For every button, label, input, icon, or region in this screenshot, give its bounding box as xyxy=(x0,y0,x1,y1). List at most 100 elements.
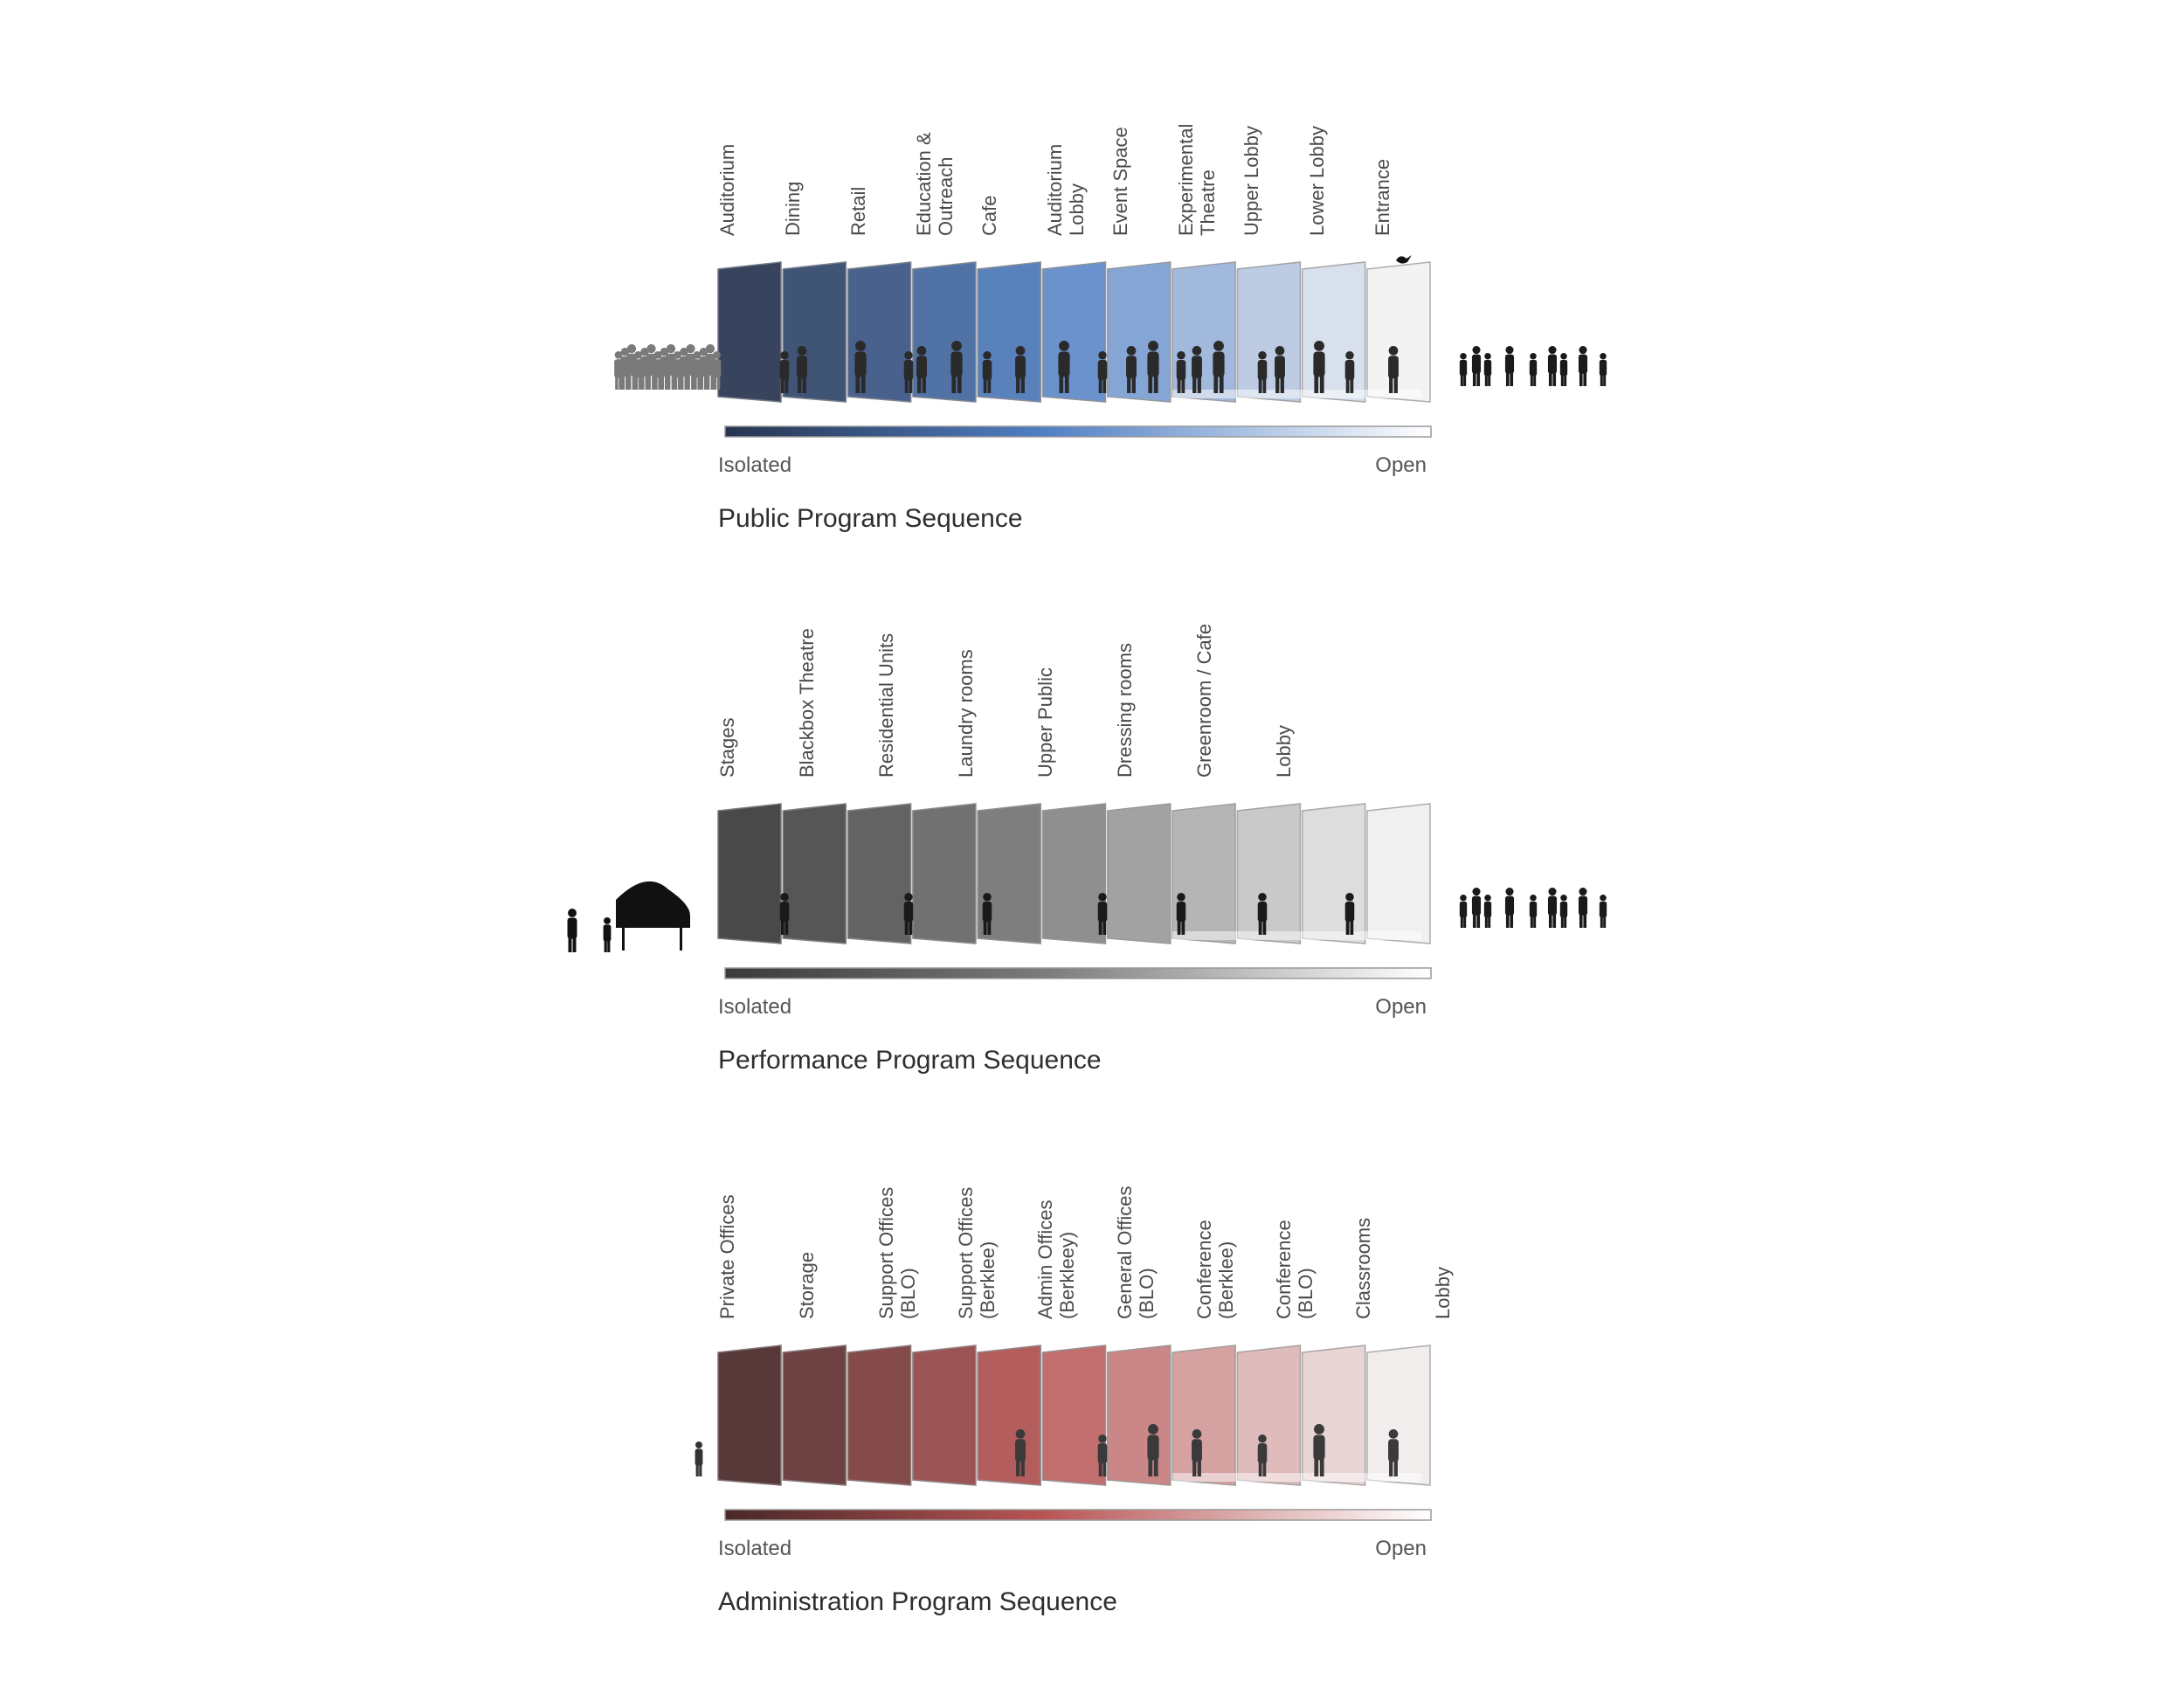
person-silhouette xyxy=(854,341,867,393)
panel xyxy=(1366,803,1431,944)
program-label: Retail xyxy=(847,187,869,236)
panel xyxy=(1236,261,1302,403)
program-label: Support Offices(Berklee) xyxy=(955,1187,999,1319)
program-label-line: (BLO) xyxy=(897,1268,919,1319)
program-label: Dining xyxy=(782,182,804,236)
program-label-line: Theatre xyxy=(1197,169,1219,236)
panel xyxy=(1107,261,1171,403)
person-silhouette xyxy=(1388,346,1399,393)
person-silhouette xyxy=(1313,1424,1325,1476)
seated-person-silhouette xyxy=(695,1442,703,1476)
person-silhouette xyxy=(779,351,790,393)
visitor-silhouette xyxy=(1599,353,1607,386)
program-label-line: Lobby xyxy=(1432,1267,1454,1319)
program-label-line: Event Space xyxy=(1109,127,1131,236)
program-label-line: (Berklee) xyxy=(1215,1241,1237,1319)
scale-label-isolated: Isolated xyxy=(718,1537,791,1560)
program-label-line: General Offices xyxy=(1114,1186,1136,1319)
program-label: Upper Public xyxy=(1034,667,1056,778)
visitor-silhouette xyxy=(1599,894,1607,928)
panel xyxy=(847,803,912,944)
program-label-line: (Berkleey) xyxy=(1056,1232,1078,1319)
person-silhouette xyxy=(950,341,963,393)
program-label-line: Conference xyxy=(1273,1220,1295,1319)
program-label: Auditorium xyxy=(716,144,738,236)
panel xyxy=(912,1345,977,1486)
program-label: Upper Lobby xyxy=(1241,126,1262,236)
program-label: Residential Units xyxy=(875,633,897,778)
person-silhouette xyxy=(797,346,807,393)
visitor-silhouette xyxy=(1559,894,1568,928)
visitor-silhouette xyxy=(1459,353,1468,386)
person-silhouette xyxy=(1192,346,1202,393)
visitor-silhouette xyxy=(1504,346,1515,386)
pianist-silhouette xyxy=(603,917,612,952)
person-silhouette xyxy=(1257,1435,1268,1476)
person-silhouette xyxy=(779,892,790,935)
visitor-silhouette xyxy=(1578,888,1588,928)
panel xyxy=(1366,261,1431,403)
panel xyxy=(977,261,1041,403)
panel xyxy=(1301,261,1366,403)
program-label: Lower Lobby xyxy=(1306,126,1328,236)
isolation-scale-bar xyxy=(724,425,1432,438)
panel xyxy=(717,1345,782,1486)
person-silhouette xyxy=(982,892,992,935)
program-label-line: Dining xyxy=(782,182,804,236)
program-label-line: Admin Offices xyxy=(1034,1200,1056,1319)
visitor-silhouette xyxy=(1471,888,1482,928)
visitor-silhouette xyxy=(1483,894,1492,928)
panel xyxy=(1366,1345,1431,1486)
program-label-line: Experimental xyxy=(1175,124,1197,236)
person-silhouette xyxy=(1126,346,1137,393)
program-label: Greenroom / Cafe xyxy=(1193,624,1215,778)
queue-silhouette xyxy=(712,351,722,390)
panel xyxy=(977,803,1041,944)
visitor-silhouette xyxy=(1559,353,1568,386)
person-silhouette xyxy=(1344,351,1355,393)
person-silhouette xyxy=(1058,341,1070,393)
program-label: Laundry rooms xyxy=(955,649,977,778)
program-label-line: Lower Lobby xyxy=(1306,126,1328,236)
program-label: Private Offices xyxy=(716,1194,738,1319)
program-label: Conference(Berklee) xyxy=(1193,1220,1237,1319)
person-silhouette xyxy=(1275,346,1285,393)
floor-glow xyxy=(1172,390,1421,398)
program-label-line: Private Offices xyxy=(716,1194,738,1319)
program-label: Classrooms xyxy=(1352,1218,1374,1319)
panel xyxy=(717,803,782,944)
person-silhouette xyxy=(1388,1429,1399,1476)
person-silhouette xyxy=(1192,1429,1202,1476)
person-silhouette xyxy=(982,351,992,393)
program-label-line: Auditorium xyxy=(1044,144,1066,236)
panel xyxy=(1301,1345,1366,1486)
program-label: Dressing rooms xyxy=(1114,643,1136,778)
visitor-silhouette xyxy=(1578,346,1588,386)
panel xyxy=(782,261,847,403)
program-label-line: Classrooms xyxy=(1352,1218,1374,1319)
program-label-line: Lobby xyxy=(1273,725,1295,778)
program-label-line: Lobby xyxy=(1066,183,1088,236)
program-label-line: Support Offices xyxy=(955,1187,977,1319)
visitor-silhouette xyxy=(1529,353,1538,386)
panel xyxy=(782,803,847,944)
isolation-scale-bar xyxy=(724,967,1432,979)
program-label-line: Stages xyxy=(716,718,738,778)
program-label: Lobby xyxy=(1273,725,1295,778)
person-silhouette xyxy=(1147,1424,1159,1476)
panel xyxy=(1236,803,1302,944)
program-label-line: (BLO) xyxy=(1136,1268,1158,1319)
program-label-line: Laundry rooms xyxy=(955,649,977,778)
panel xyxy=(1171,803,1236,944)
section-title: Performance Program Sequence xyxy=(718,1046,1102,1075)
program-label-line: Blackbox Theatre xyxy=(796,628,818,778)
panel xyxy=(1107,803,1171,944)
program-label-line: Upper Public xyxy=(1034,667,1056,778)
person-silhouette xyxy=(1176,351,1186,393)
performance-program-sequence: Stages Blackbox Theatre Residential Units L… xyxy=(567,624,1607,1075)
person-silhouette xyxy=(1097,892,1108,935)
program-label-line: Conference xyxy=(1193,1220,1215,1319)
program-label: Admin Offices(Berkleey) xyxy=(1034,1200,1078,1319)
program-label: Education &Outreach xyxy=(913,132,957,236)
visitor-silhouette xyxy=(1471,346,1482,386)
